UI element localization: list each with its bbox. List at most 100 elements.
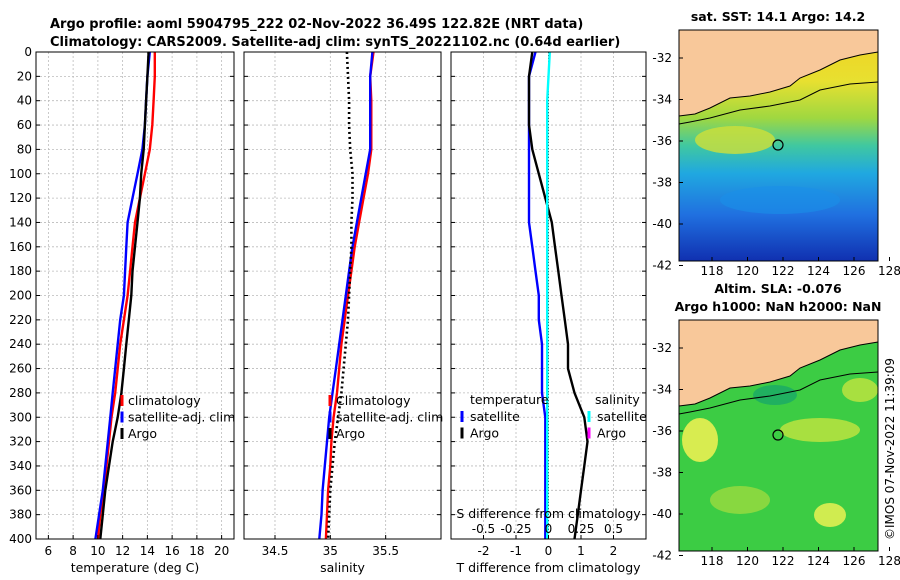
x-tick-label: 18: [189, 544, 204, 558]
lat-tick-label: -38: [652, 466, 672, 480]
legend-label: satellite-adj. clim: [128, 410, 235, 425]
legend-label: Argo: [128, 426, 157, 441]
lon-tick-label: 118: [701, 554, 724, 568]
y-tick-label: 400: [9, 532, 32, 546]
series-line-satellite-adj-clim: [318, 52, 374, 539]
x-tick-label: 10: [90, 544, 105, 558]
y-tick-label: 280: [9, 386, 32, 400]
y-tick-label: 240: [9, 337, 32, 351]
lon-tick-label: 120: [736, 264, 759, 278]
lat-tick-label: -36: [652, 134, 672, 148]
sla-map-patch-1: [682, 418, 718, 462]
series-line-t-argo: [527, 52, 589, 539]
series-line-s-satellite: [546, 52, 551, 539]
x-tick-label: 16: [164, 544, 179, 558]
lon-tick-label: 126: [843, 264, 866, 278]
x-tick-label: 34.5: [262, 544, 289, 558]
legend-label: climatology: [128, 393, 201, 408]
sla-map-patch-4: [710, 486, 770, 514]
lon-tick-label: 120: [736, 554, 759, 568]
argo-location-marker: [772, 139, 784, 151]
sla-map-coastline: [678, 341, 879, 407]
s-diff-tick-label: 0: [545, 522, 553, 536]
y-tick-label: 100: [9, 167, 32, 181]
sla-map-land: [679, 320, 878, 406]
sst-map-frame: [678, 29, 879, 262]
sla-map-patch-2: [780, 418, 860, 442]
lon-tick-label: 128: [878, 264, 900, 278]
x-tick-label: -1: [510, 544, 522, 558]
sst-map-ticks: -32 -34 -36 -38 -40 -42 118 120 122 124 126 128: [652, 51, 900, 278]
lat-tick-label: -34: [652, 93, 672, 107]
s-diff-tick-label: -0.25: [500, 522, 531, 536]
y-tick-label: 340: [9, 459, 32, 473]
legend-label: satellite: [470, 409, 520, 424]
salinity-panel: 34.5 35 35.5 salinity Climatology satellite-a…: [243, 51, 443, 575]
y-tick-label: 380: [9, 508, 32, 522]
x-axis-label: temperature (deg C): [71, 560, 200, 575]
lat-tick-label: -34: [652, 383, 672, 397]
legend-label: satellite: [597, 409, 647, 424]
lat-tick-label: -40: [652, 217, 672, 231]
y-tick-label: 300: [9, 410, 32, 424]
difference-panel: -2 -1 0 1 2 T difference from climatology temp…: [450, 51, 647, 575]
sla-map-patch-5: [814, 503, 846, 527]
sst-map: sat. SST: 14.1 Argo: 14.2 -32 -34 -36 -38 -4…: [652, 9, 900, 278]
x-tick-label: 14: [140, 544, 155, 558]
x-tick-label: 0: [545, 544, 553, 558]
x-tick-label: 35.5: [372, 544, 399, 558]
sla-map-frame: [678, 319, 879, 552]
x-tick-label: 8: [69, 544, 77, 558]
x-tick-label: 1: [577, 544, 585, 558]
x-axis-label: T difference from climatology: [455, 560, 641, 575]
series-group: [94, 52, 157, 539]
sst-map-coastline: [678, 51, 879, 117]
series-group: [318, 52, 375, 539]
lon-tick-label: 124: [807, 554, 830, 568]
lat-tick-label: -32: [652, 51, 672, 65]
lat-tick-label: -36: [652, 424, 672, 438]
legend-label: satellite-adj. clim: [336, 410, 443, 425]
sla-map-ticks: -32 -34 -36 -38 -40 -42 118 120 122 124 126 128: [652, 341, 900, 568]
legend-group-title: temperature: [470, 392, 549, 407]
x-tick-label: 6: [45, 544, 53, 558]
s-diff-tick-label: -0.5: [472, 522, 495, 536]
lon-tick-label: 128: [878, 554, 900, 568]
lon-tick-label: 118: [701, 264, 724, 278]
series-line-argo: [99, 52, 150, 539]
imos-watermark: ©IMOS 07-Nov-2022 11:39:09: [883, 358, 897, 540]
lon-tick-label: 124: [807, 264, 830, 278]
s-diff-axis-label: S difference from climatology: [456, 506, 641, 521]
legend-label: Argo: [597, 426, 626, 441]
lon-tick-label: 122: [772, 554, 795, 568]
temperature-panel: 6 8 10 12 14 16 18 2002040608010012014016018020…: [9, 45, 235, 575]
sla-map: Altim. SLA: -0.076 Argo h1000: NaN h2000…: [652, 281, 900, 568]
lat-tick-label: -32: [652, 341, 672, 355]
s-diff-tick-label: 0.25: [568, 522, 595, 536]
x-tick-label: 35: [323, 544, 338, 558]
header-title-line1: Argo profile: aoml 5904795_222 02-Nov-20…: [50, 17, 583, 32]
y-tick-label: 40: [17, 94, 32, 108]
lat-tick-label: -42: [652, 549, 672, 563]
sst-map-shelf-contour: [678, 81, 879, 125]
y-tick-label: 80: [17, 142, 32, 156]
legend-label: Climatology: [336, 393, 411, 408]
argo-location-marker: [772, 429, 784, 441]
y-tick-label: 320: [9, 435, 32, 449]
sla-map-title-line2: Argo h1000: NaN h2000: NaN: [675, 299, 882, 314]
sst-map-warm-patch: [695, 126, 775, 154]
s-diff-tick-label: 0.5: [604, 522, 623, 536]
x-tick-label: 12: [115, 544, 130, 558]
y-tick-label: 220: [9, 313, 32, 327]
legend-label: Argo: [470, 426, 499, 441]
lat-tick-label: -40: [652, 507, 672, 521]
y-tick-label: 360: [9, 483, 32, 497]
y-tick-label: 180: [9, 264, 32, 278]
legend-label: Argo: [336, 426, 365, 441]
y-tick-label: 120: [9, 191, 32, 205]
sla-map-patch-3: [842, 378, 878, 402]
y-tick-label: 60: [17, 118, 32, 132]
x-tick-label: -2: [478, 544, 490, 558]
lat-tick-label: -38: [652, 176, 672, 190]
